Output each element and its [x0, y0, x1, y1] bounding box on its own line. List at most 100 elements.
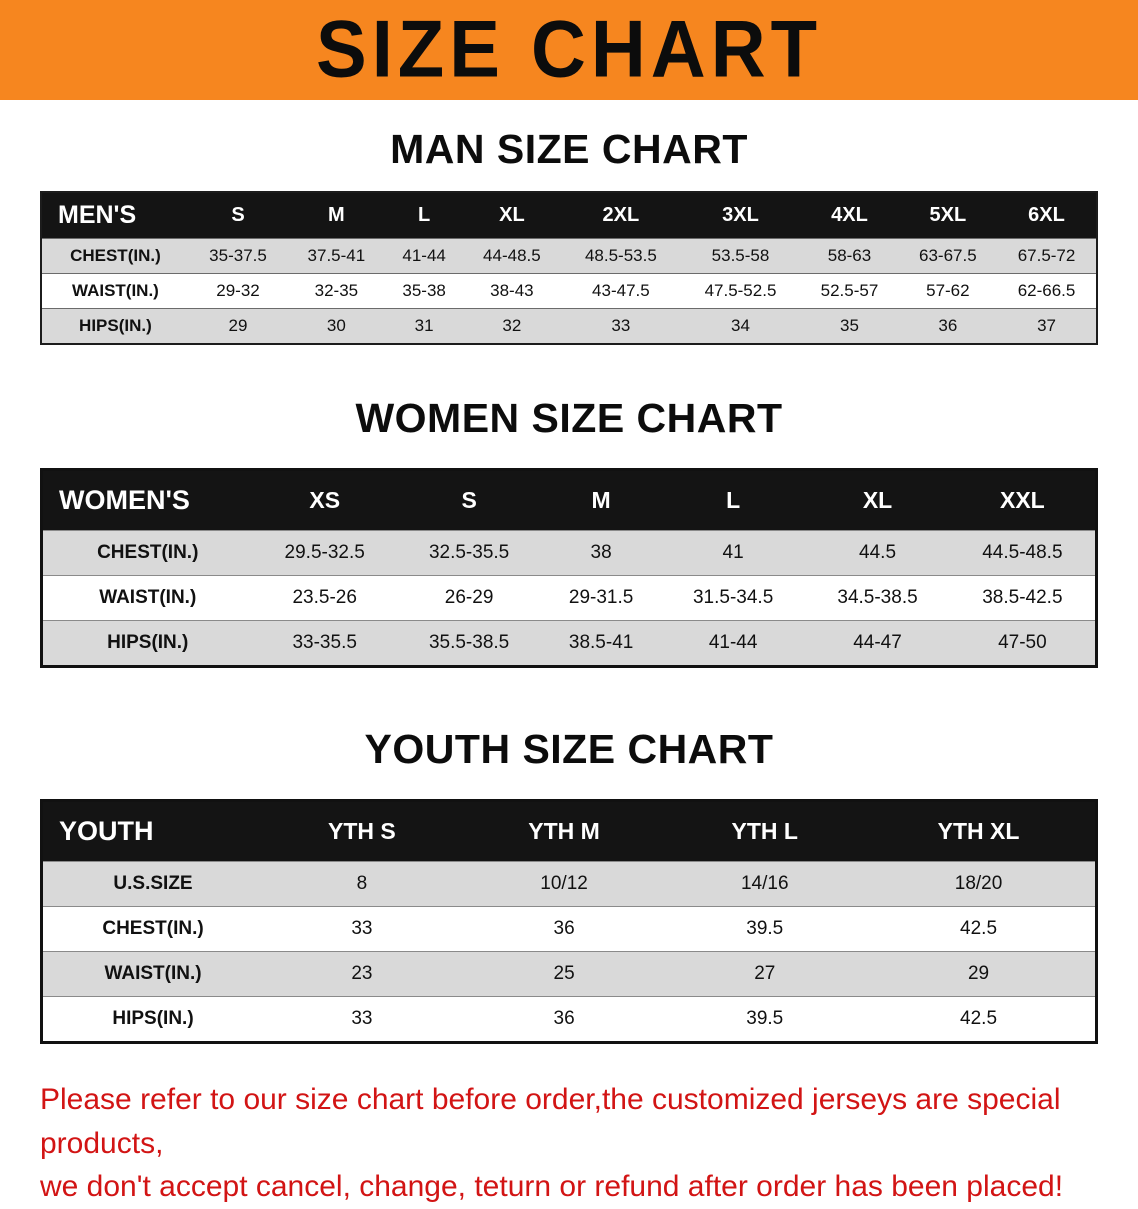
- row-label: CHEST(IN.): [41, 238, 189, 274]
- size-value-cell: 44.5: [805, 530, 950, 576]
- size-value-cell: 33: [561, 308, 681, 345]
- row-label: CHEST(IN.): [41, 906, 264, 952]
- size-value-cell: 32-35: [287, 273, 386, 309]
- size-value-cell: 42.5: [862, 906, 1097, 952]
- size-value-cell: 27: [667, 951, 863, 997]
- size-value-cell: 39.5: [667, 906, 863, 952]
- men-table-body: CHEST(IN.) 35-37.5 37.5-41 41-44 44-48.5 48.5…: [41, 238, 1097, 345]
- men-table-header-row: MEN'S S M L XL 2XL 3XL 4XL 5XL 6XL: [41, 192, 1097, 239]
- women-size-table: WOMEN'S XS S M L XL XXL CHEST(IN.) 29.5-32.5 32.…: [40, 468, 1098, 669]
- size-value-cell: 23: [263, 951, 461, 997]
- size-value-cell: 41: [660, 530, 806, 576]
- size-column-header: XL: [499, 204, 525, 227]
- size-value-cell: 34: [680, 308, 801, 345]
- size-value-cell: 63-67.5: [898, 238, 998, 274]
- size-value-cell: 36: [460, 906, 668, 952]
- measurement-row: CHEST(IN.) 33 36 39.5 42.5: [41, 906, 1097, 952]
- youth-size-section: YOUTH SIZE CHART YOUTH YTH S YTH M YTH L YTH…: [0, 726, 1138, 1045]
- women-size-section: WOMEN SIZE CHART WOMEN'S XS S M L XL XXL CHEST…: [0, 395, 1138, 669]
- size-column-header: S: [231, 204, 245, 227]
- measurement-row: WAIST(IN.) 29-32 32-35 35-38 38-43 43-47.5 47.…: [41, 273, 1097, 309]
- size-column-header: S: [461, 487, 477, 514]
- size-value-cell: 48.5-53.5: [561, 238, 681, 274]
- size-value-cell: 29: [862, 951, 1097, 997]
- measurement-row: HIPS(IN.) 29 30 31 32 33 34 35 36 37: [41, 308, 1097, 345]
- banner: SIZE CHART: [0, 0, 1138, 100]
- size-value-cell: 29-31.5: [541, 575, 661, 621]
- size-column-header: M: [328, 204, 345, 227]
- measurement-row: HIPS(IN.) 33 36 39.5 42.5: [41, 996, 1097, 1043]
- row-label: WAIST(IN.): [41, 951, 264, 997]
- size-value-cell: 33: [263, 906, 461, 952]
- size-value-cell: 25: [460, 951, 668, 997]
- size-value-cell: 47-50: [949, 620, 1097, 667]
- table-corner-title: YOUTH: [59, 816, 154, 847]
- size-value-cell: 37: [997, 308, 1097, 345]
- women-table-header-row: WOMEN'S XS S M L XL XXL: [41, 469, 1097, 531]
- size-value-cell: 33: [263, 996, 461, 1043]
- size-value-cell: 44-47: [805, 620, 950, 667]
- size-value-cell: 31: [385, 308, 463, 345]
- youth-size-table: YOUTH YTH S YTH M YTH L YTH XL U.S.SIZE 8 10/1…: [40, 799, 1098, 1045]
- size-value-cell: 35-37.5: [188, 238, 288, 274]
- size-value-cell: 38-43: [462, 273, 562, 309]
- size-value-cell: 38.5-41: [541, 620, 661, 667]
- size-value-cell: 47.5-52.5: [680, 273, 801, 309]
- size-column-header: YTH M: [528, 818, 600, 845]
- size-value-cell: 38: [541, 530, 661, 576]
- size-value-cell: 37.5-41: [287, 238, 386, 274]
- size-value-cell: 18/20: [862, 861, 1097, 907]
- size-value-cell: 29.5-32.5: [252, 530, 397, 576]
- size-value-cell: 62-66.5: [997, 273, 1097, 309]
- size-column-header: YTH L: [731, 818, 798, 845]
- size-value-cell: 33-35.5: [252, 620, 397, 667]
- size-value-cell: 41-44: [660, 620, 806, 667]
- size-value-cell: 39.5: [667, 996, 863, 1043]
- disclaimer: Please refer to our size chart before or…: [40, 1078, 1118, 1209]
- size-column-header: 6XL: [1028, 204, 1065, 227]
- size-column-header: 2XL: [602, 204, 640, 227]
- size-value-cell: 53.5-58: [680, 238, 801, 274]
- disclaimer-line: Please refer to our size chart before or…: [40, 1083, 1061, 1160]
- youth-table-header-row: YOUTH YTH S YTH M YTH L YTH XL: [41, 800, 1097, 862]
- size-value-cell: 43-47.5: [561, 273, 681, 309]
- men-section-heading: MAN SIZE CHART: [390, 126, 748, 172]
- size-column-header: L: [726, 487, 741, 514]
- size-value-cell: 58-63: [800, 238, 899, 274]
- size-value-cell: 29: [188, 308, 288, 345]
- size-value-cell: 35: [800, 308, 899, 345]
- size-column-header: YTH S: [328, 818, 396, 845]
- measurement-row: CHEST(IN.) 35-37.5 37.5-41 41-44 44-48.5 48.5…: [41, 238, 1097, 274]
- table-corner-title: MEN'S: [58, 201, 137, 230]
- size-value-cell: 44.5-48.5: [949, 530, 1097, 576]
- measurement-row: U.S.SIZE 8 10/12 14/16 18/20: [41, 861, 1097, 907]
- row-label: U.S.SIZE: [41, 861, 264, 907]
- size-column-header: L: [418, 204, 431, 227]
- measurement-row: WAIST(IN.) 23.5-26 26-29 29-31.5 31.5-34.5 34…: [41, 575, 1097, 621]
- size-column-header: 3XL: [722, 204, 759, 227]
- size-column-header: XXL: [1000, 487, 1045, 514]
- size-column-header: 5XL: [929, 204, 967, 227]
- size-column-header: M: [591, 487, 611, 514]
- size-value-cell: 44-48.5: [462, 238, 562, 274]
- size-value-cell: 30: [287, 308, 386, 345]
- size-value-cell: 32.5-35.5: [396, 530, 542, 576]
- size-value-cell: 36: [898, 308, 998, 345]
- size-value-cell: 31.5-34.5: [660, 575, 806, 621]
- size-column-header: XL: [862, 487, 893, 514]
- size-value-cell: 26-29: [396, 575, 542, 621]
- men-size-section: MAN SIZE CHART MEN'S S M L XL 2XL 3XL 4XL 5XL 6XL…: [0, 126, 1138, 346]
- men-size-table: MEN'S S M L XL 2XL 3XL 4XL 5XL 6XL CHEST(IN.) 35-3…: [40, 191, 1098, 346]
- row-label: WAIST(IN.): [41, 273, 189, 309]
- youth-section-heading: YOUTH SIZE CHART: [364, 726, 774, 773]
- row-label: HIPS(IN.): [41, 308, 189, 345]
- size-value-cell: 23.5-26: [252, 575, 397, 621]
- measurement-row: HIPS(IN.) 33-35.5 35.5-38.5 38.5-41 41-44 44-…: [41, 620, 1097, 667]
- size-value-cell: 41-44: [385, 238, 463, 274]
- size-value-cell: 52.5-57: [800, 273, 899, 309]
- row-label: WAIST(IN.): [41, 575, 253, 621]
- size-value-cell: 14/16: [667, 861, 863, 907]
- page-title: SIZE CHART: [316, 4, 822, 95]
- measurement-row: WAIST(IN.) 23 25 27 29: [41, 951, 1097, 997]
